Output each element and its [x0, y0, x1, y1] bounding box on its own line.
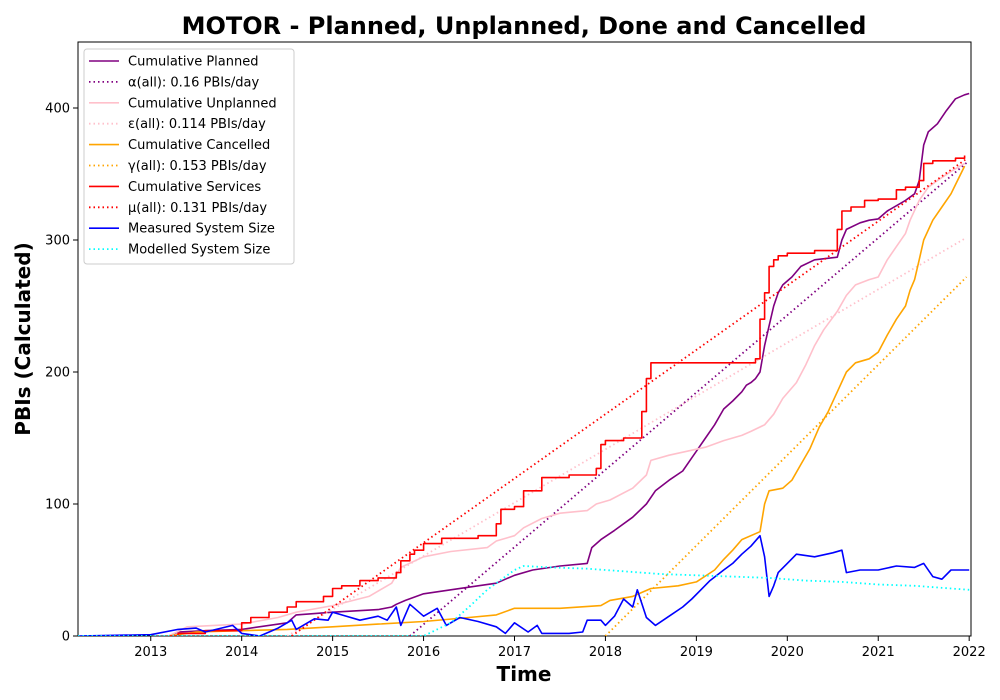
series-line-measured-system-size-8: [78, 534, 970, 636]
legend-label-0: Cumulative Planned: [128, 55, 258, 70]
series-line-cumulative-services-6: [168, 155, 966, 636]
x-tick-label: 2017: [498, 645, 531, 660]
legend-label-3: ε(all): 0.114 PBIs/day: [128, 117, 266, 132]
legend-label-1: α(all): 0.16 PBIs/day: [128, 75, 259, 90]
series-line-cumulative-cancelled-4: [168, 165, 966, 636]
x-tick-label: 2015: [316, 645, 349, 660]
legend-label-8: Measured System Size: [128, 222, 275, 237]
x-tick-label: 2013: [134, 645, 167, 660]
series-line-all-0-16-pbis-day-1: [409, 161, 968, 636]
x-tick-label: 2019: [680, 645, 713, 660]
y-tick-label: 400: [45, 102, 70, 117]
series-line-cumulative-planned-0: [168, 92, 970, 636]
legend-label-6: Cumulative Services: [128, 180, 261, 195]
y-tick-label: 0: [62, 630, 70, 645]
x-axis-label: Time: [497, 662, 552, 686]
legend-label-4: Cumulative Cancelled: [128, 138, 270, 153]
y-tick-label: 100: [45, 498, 70, 513]
plot-frame: [77, 41, 972, 637]
series-line-cumulative-unplanned-2: [168, 162, 966, 636]
legend-label-9: Modelled System Size: [128, 243, 270, 258]
series-line-all-0-153-pbis-day-5: [604, 276, 968, 636]
series-line-all-0-131-pbis-day-7: [291, 157, 968, 636]
x-tick-label: 2018: [589, 645, 622, 660]
y-axis-label: PBIs (Calculated): [11, 242, 35, 435]
x-tick-label: 2014: [225, 645, 258, 660]
legend: Cumulative Planned α(all): 0.16 PBIs/day C…: [83, 48, 295, 265]
y-tick-label: 300: [45, 234, 70, 249]
x-tick-label: 2020: [771, 645, 804, 660]
legend-label-7: μ(all): 0.131 PBIs/day: [128, 201, 267, 216]
legend-box: [83, 48, 295, 265]
x-tick-label: 2016: [407, 645, 440, 660]
x-tick-label: 2022: [953, 645, 986, 660]
y-axis-ticks: 0 100 200 300 400: [45, 102, 78, 645]
x-tick-label: 2021: [862, 645, 895, 660]
legend-label-2: Cumulative Unplanned: [128, 96, 277, 111]
legend-label-5: γ(all): 0.153 PBIs/day: [128, 159, 267, 174]
chart-title: MOTOR - Planned, Unplanned, Done and Can…: [182, 12, 867, 40]
x-axis-ticks: 2013 2014 2015 2016 2017 2018 2019 2020 2021 2022: [134, 636, 986, 660]
y-tick-label: 200: [45, 366, 70, 381]
series-layer: [78, 92, 970, 636]
plot-area: 2013 2014 2015 2016 2017 2018 2019 2020 2021 2022…: [45, 41, 986, 660]
